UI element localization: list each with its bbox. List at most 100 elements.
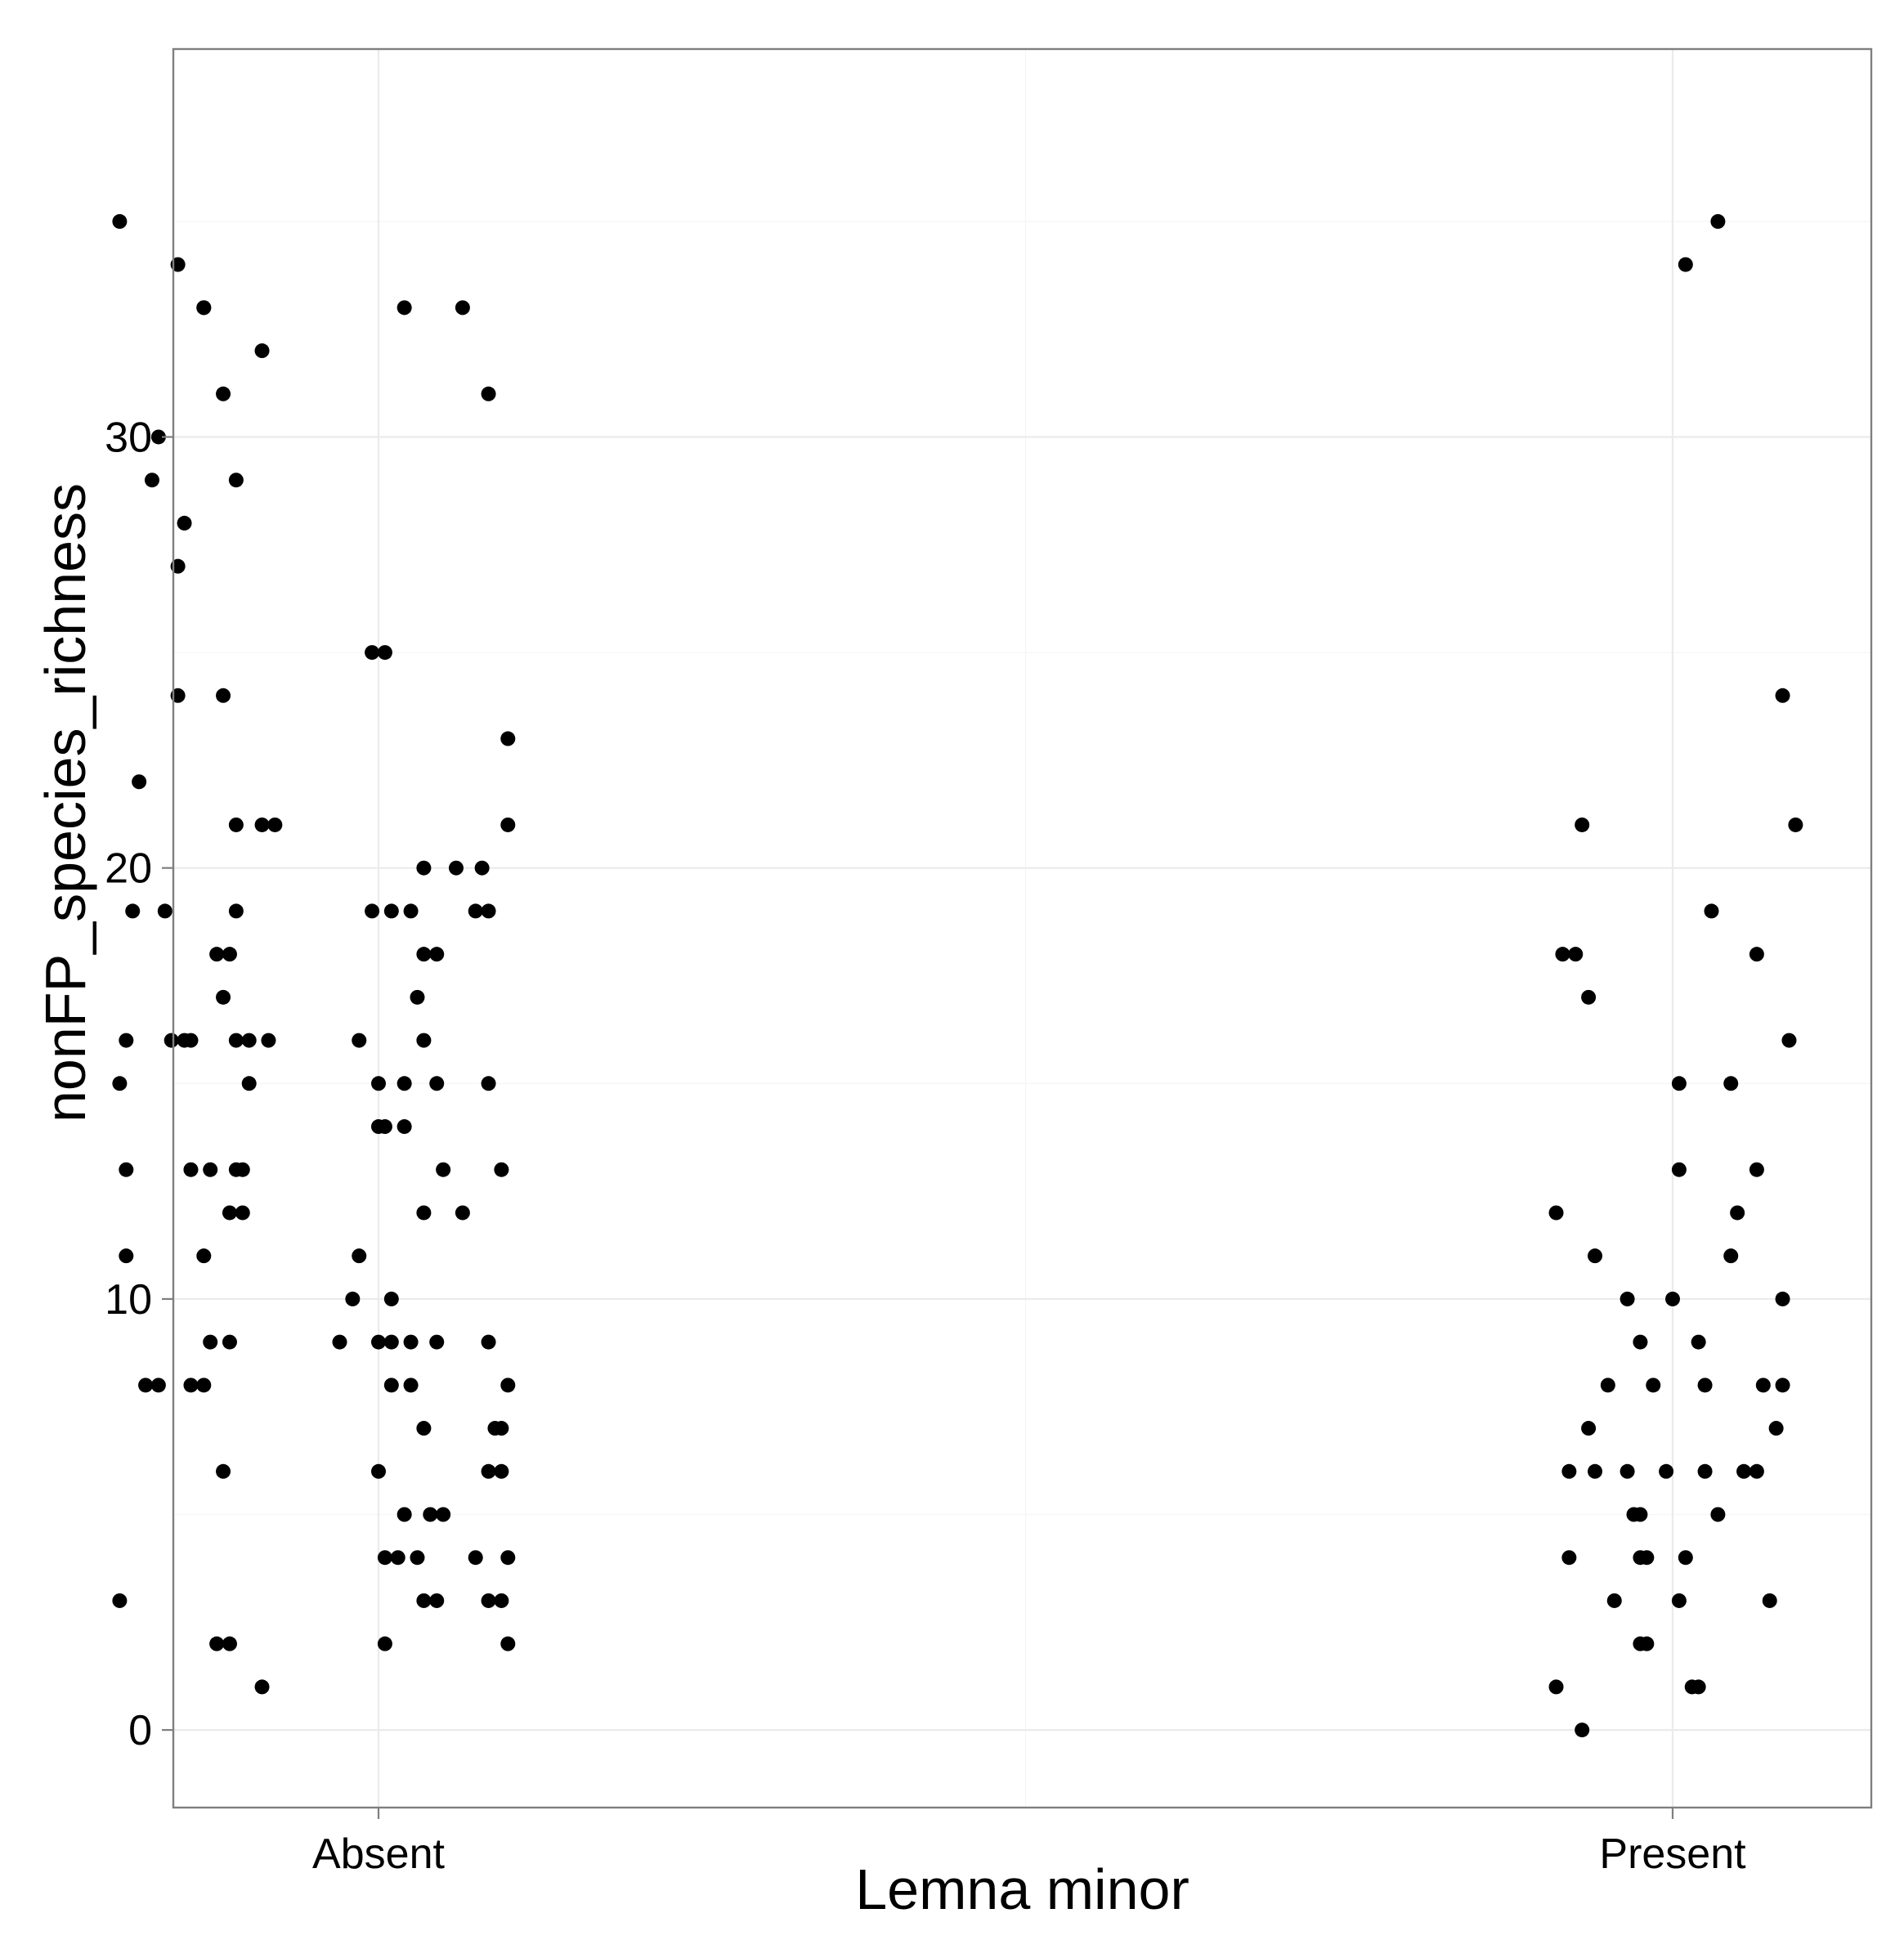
data-point	[235, 1205, 250, 1221]
data-point	[448, 860, 464, 876]
data-point	[1697, 1463, 1713, 1479]
data-point	[144, 473, 159, 488]
y-axis-title: nonFP_species_richness	[34, 483, 97, 1122]
data-point	[119, 1033, 134, 1048]
data-point	[112, 1593, 128, 1608]
data-point	[403, 903, 419, 919]
data-point	[1548, 1679, 1564, 1695]
data-point	[468, 1550, 483, 1566]
data-point	[196, 1248, 212, 1264]
data-point	[254, 343, 270, 359]
y-tick-label: 0	[128, 1707, 152, 1754]
data-point	[235, 1162, 250, 1177]
data-point	[345, 1291, 361, 1306]
data-point	[119, 1162, 134, 1177]
data-point	[1697, 1378, 1713, 1393]
data-point	[228, 903, 244, 919]
data-point	[436, 1162, 451, 1177]
data-point	[1639, 1550, 1655, 1566]
data-point	[1665, 1291, 1680, 1306]
data-point	[429, 1593, 445, 1608]
data-point	[371, 1076, 386, 1091]
data-point	[228, 473, 244, 488]
data-point	[1606, 1593, 1622, 1608]
data-point	[1588, 1463, 1603, 1479]
data-point	[396, 1076, 412, 1091]
data-point	[1575, 817, 1590, 832]
data-point	[500, 731, 516, 746]
data-point	[1768, 1421, 1784, 1436]
data-point	[138, 1378, 154, 1393]
data-point	[125, 903, 141, 919]
data-point	[203, 1162, 218, 1177]
data-point	[1575, 1723, 1590, 1738]
data-point	[1775, 688, 1790, 703]
data-point	[365, 903, 380, 919]
data-point	[1600, 1378, 1615, 1393]
data-point	[261, 1033, 276, 1048]
data-point	[481, 1593, 496, 1608]
data-point	[1723, 1248, 1739, 1264]
data-point	[183, 1033, 199, 1048]
data-point	[481, 1334, 496, 1350]
data-point	[1691, 1334, 1706, 1350]
data-point	[228, 817, 244, 832]
data-point	[416, 1205, 432, 1221]
data-point	[1736, 1463, 1752, 1479]
data-point	[455, 300, 470, 316]
data-point	[177, 515, 192, 531]
data-point	[429, 947, 445, 962]
data-point	[1730, 1205, 1745, 1221]
data-point	[196, 1378, 212, 1393]
data-point	[222, 1636, 237, 1651]
data-point	[119, 1248, 134, 1264]
data-point	[222, 947, 237, 962]
data-point	[481, 903, 496, 919]
data-point	[1691, 1679, 1706, 1695]
data-point	[203, 1334, 218, 1350]
data-point	[1548, 1205, 1564, 1221]
data-point	[1561, 1463, 1577, 1479]
data-point	[371, 1463, 386, 1479]
data-point	[494, 1593, 509, 1608]
data-point	[352, 1248, 367, 1264]
data-point	[150, 429, 166, 445]
data-point	[216, 688, 231, 703]
data-point	[383, 1334, 399, 1350]
data-point	[254, 817, 270, 832]
data-point	[183, 1162, 199, 1177]
data-point	[416, 860, 432, 876]
data-point	[396, 1507, 412, 1522]
data-point	[383, 1378, 399, 1393]
data-point	[1568, 947, 1584, 962]
data-point	[416, 1421, 432, 1436]
data-point	[1646, 1378, 1661, 1393]
data-point	[455, 1205, 470, 1221]
data-point	[1710, 213, 1726, 229]
data-point	[1723, 1076, 1739, 1091]
data-point	[371, 1334, 386, 1350]
data-point	[481, 1076, 496, 1091]
data-point	[474, 860, 490, 876]
panel-border	[172, 47, 1873, 1809]
data-point	[228, 1033, 244, 1048]
data-point	[377, 645, 392, 661]
data-point	[1581, 989, 1597, 1005]
y-tick-label: 10	[105, 1276, 152, 1324]
data-point	[403, 1334, 419, 1350]
data-points	[112, 213, 1803, 1738]
data-point	[1749, 1463, 1764, 1479]
grid-lines	[173, 49, 1871, 1808]
data-point	[1678, 1550, 1693, 1566]
data-point	[1555, 947, 1570, 962]
data-point	[377, 1636, 392, 1651]
data-point	[396, 300, 412, 316]
data-point	[500, 817, 516, 832]
data-point	[416, 1033, 432, 1048]
data-point	[494, 1463, 509, 1479]
y-tick-label: 20	[105, 845, 152, 893]
data-point	[1671, 1162, 1687, 1177]
data-point	[468, 903, 483, 919]
